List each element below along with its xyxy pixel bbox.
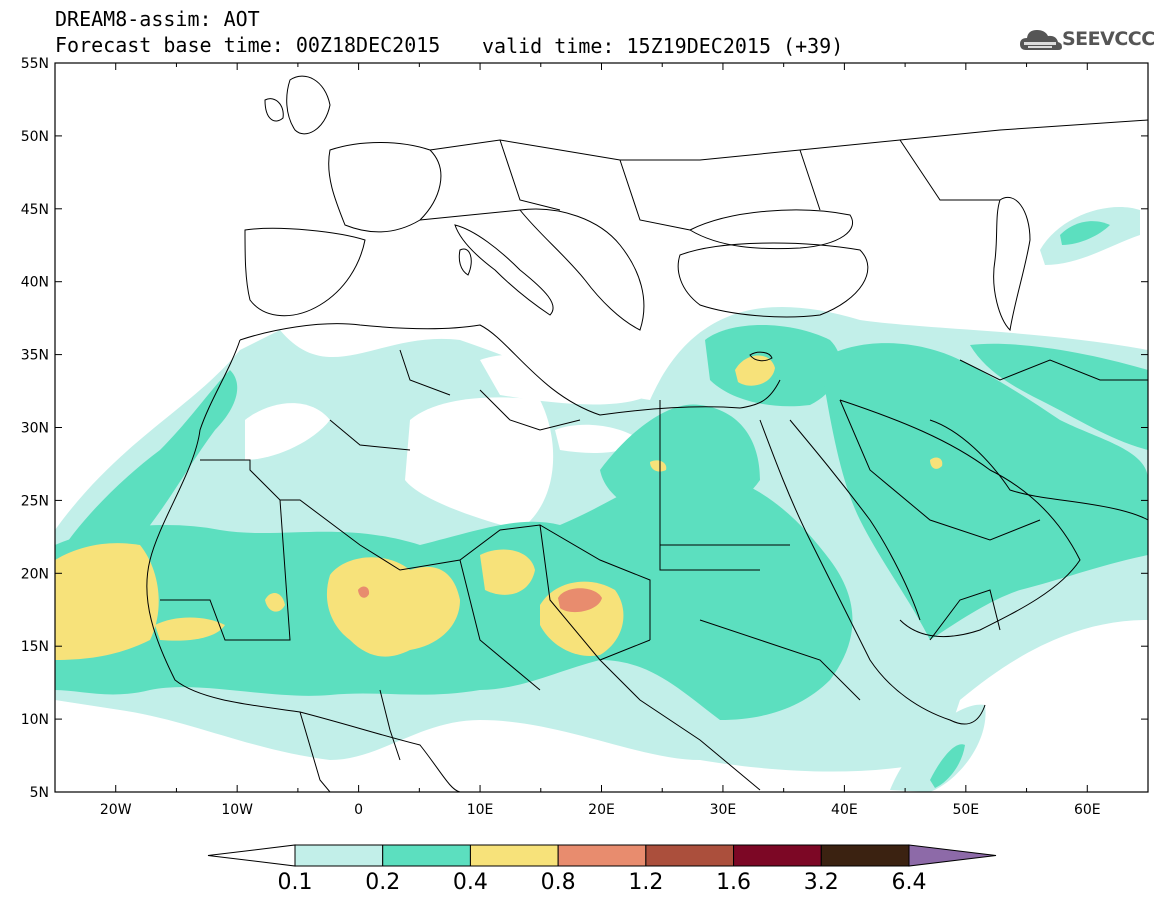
lon-tick-label: 10E <box>467 802 494 818</box>
colorbar-label: 1.6 <box>716 870 752 895</box>
lat-ticks: 5N 10N 15N 20N 25N 30N 35N 40N 45N 50N 55N <box>21 56 1148 801</box>
aot-gap-algeria <box>405 397 554 530</box>
aot-band-0.4-egypt-dot <box>650 460 667 472</box>
aot-band-0.4-cyprus <box>735 355 775 386</box>
lat-tick-label: 10N <box>21 712 49 728</box>
aot-band-0.2-caspian <box>1060 221 1110 245</box>
lon-tick-label: 0 <box>354 802 363 818</box>
lon-tick-label: 30E <box>710 802 737 818</box>
lon-tick-label: 20W <box>100 802 132 818</box>
colorbar-box <box>382 844 471 867</box>
colorbar-box <box>820 844 910 867</box>
aot-gap-libya <box>555 424 640 453</box>
aot-band-0.1-somalia <box>890 704 986 792</box>
aot-shading <box>55 206 1148 792</box>
colorbar-over-triangle <box>908 844 997 867</box>
lon-tick-label: 50E <box>952 802 979 818</box>
aot-band-0.4-mali-blob <box>265 593 285 612</box>
cloud-logo-icon <box>1020 30 1062 50</box>
lat-tick-label: 5N <box>30 785 49 801</box>
lat-tick-label: 15N <box>21 639 49 655</box>
aot-band-0.2-somalia <box>930 744 965 788</box>
colorbar-label: 1.2 <box>628 870 664 895</box>
colorbar <box>207 844 997 867</box>
lon-tick-label: 60E <box>1074 802 1101 818</box>
aot-gap-mediterranean <box>480 354 650 405</box>
colorbar-box <box>469 844 559 867</box>
lat-tick-label: 35N <box>21 348 49 364</box>
lat-tick-label: 20N <box>21 566 49 582</box>
map-title: DREAM8-assim: AOT <box>55 7 260 31</box>
coastlines-and-borders <box>146 75 1148 792</box>
aot-band-0.4-niger-east <box>480 549 535 595</box>
colorbar-label: 6.4 <box>891 870 927 895</box>
lat-tick-label: 25N <box>21 493 49 509</box>
lon-tick-label: 20E <box>588 802 615 818</box>
aot-band-0.8-niger <box>358 586 370 598</box>
lat-tick-label: 30N <box>21 421 49 437</box>
colorbar-label: 0.8 <box>540 870 576 895</box>
colorbar-label: 0.1 <box>277 870 313 895</box>
colorbar-box <box>557 844 647 867</box>
aot-band-0.4-mauritania <box>55 543 159 660</box>
aot-band-0.4-senegal <box>155 617 225 641</box>
aot-band-0.4-saudi-dot <box>930 457 943 469</box>
aot-band-0.2-maghreb <box>55 370 238 560</box>
colorbar-label: 0.4 <box>452 870 488 895</box>
lon-tick-label: 40E <box>831 802 858 818</box>
aot-gap-west-sahara <box>245 403 330 460</box>
colorbar-under-triangle <box>207 844 296 867</box>
lat-tick-label: 45N <box>21 202 49 218</box>
forecast-base-time: Forecast base time: 00Z18DEC2015 <box>55 33 441 57</box>
logo-text: SEEVCCC <box>1062 28 1155 50</box>
aot-band-0.2-egypt <box>600 404 760 520</box>
colorbar-box <box>733 844 822 867</box>
lon-ticks: 20W 10W 0 10E 20E 30E 40E 50E 60E <box>54 63 1149 818</box>
colorbar-label: 0.2 <box>365 870 401 895</box>
colorbar-label: 3.2 <box>803 870 839 895</box>
aot-band-0.2-arabia <box>820 343 1148 640</box>
lat-tick-label: 50N <box>21 129 49 145</box>
lat-tick-label: 55N <box>21 56 49 72</box>
colorbar-box <box>645 844 735 867</box>
aot-band-0.4-mali-niger <box>326 557 460 657</box>
aot-band-0.8-chad <box>558 588 602 613</box>
lat-tick-label: 40N <box>21 275 49 291</box>
aot-band-0.2-iran <box>970 343 1148 450</box>
lon-tick-label: 10W <box>221 802 253 818</box>
colorbar-box <box>294 844 384 867</box>
valid-time: valid time: 15Z19DEC2015 (+39) <box>482 34 844 58</box>
